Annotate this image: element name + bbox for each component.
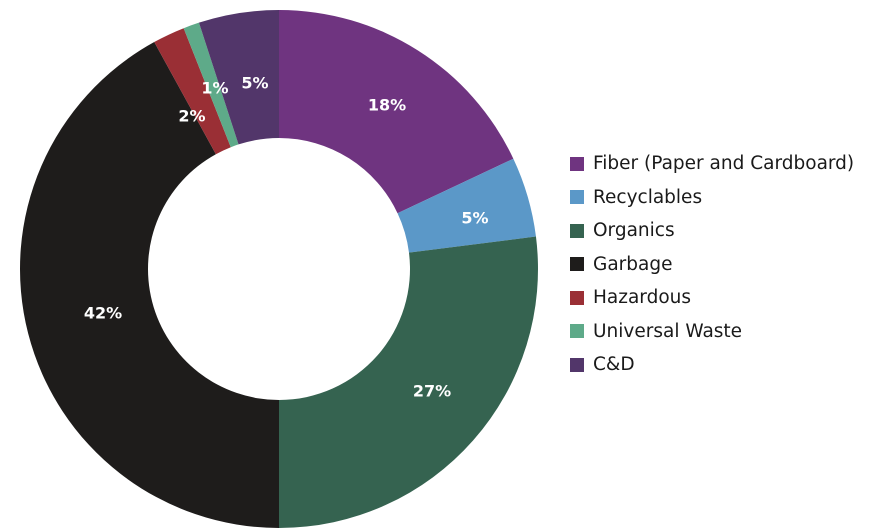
legend-swatch [570,257,584,272]
donut-slice-2 [279,236,538,528]
donut-slice-6 [198,10,279,145]
chart-legend: Fiber (Paper and Cardboard) Recyclables Or… [570,147,854,382]
legend-item: Universal Waste [570,315,854,349]
legend-label: C&D [593,354,635,376]
legend-label: Garbage [593,253,673,275]
legend-item: Hazardous [570,281,854,315]
slice-data-label-5: 1% [201,79,228,98]
legend-item: C&D [570,348,854,382]
donut-slice-3 [19,42,279,529]
legend-label: Recyclables [593,186,703,208]
legend-swatch [570,290,584,305]
legend-swatch [570,156,584,171]
legend-label: Organics [593,220,675,242]
slice-data-label-4: 2% [178,107,205,126]
slice-data-label-2: 27% [413,382,451,401]
legend-label: Hazardous [593,287,692,309]
legend-item: Organics [570,214,854,248]
donut-slice-4 [154,28,231,155]
legend-swatch [570,357,584,372]
legend-label: Universal Waste [593,320,743,342]
slice-data-label-1: 5% [461,209,488,228]
legend-swatch [570,190,584,205]
donut-slice-5 [183,22,239,148]
slice-data-label-6: 5% [241,74,268,93]
slice-data-label-0: 18% [368,96,406,115]
donut-slice-0 [279,10,514,214]
legend-item: Fiber (Paper and Cardboard) [570,147,854,181]
legend-label: Fiber (Paper and Cardboard) [593,153,855,175]
legend-item: Garbage [570,248,854,282]
legend-item: Recyclables [570,181,854,215]
donut-slice-1 [397,158,536,253]
legend-swatch [570,223,584,238]
slice-data-label-3: 42% [84,304,122,323]
legend-swatch [570,324,584,339]
